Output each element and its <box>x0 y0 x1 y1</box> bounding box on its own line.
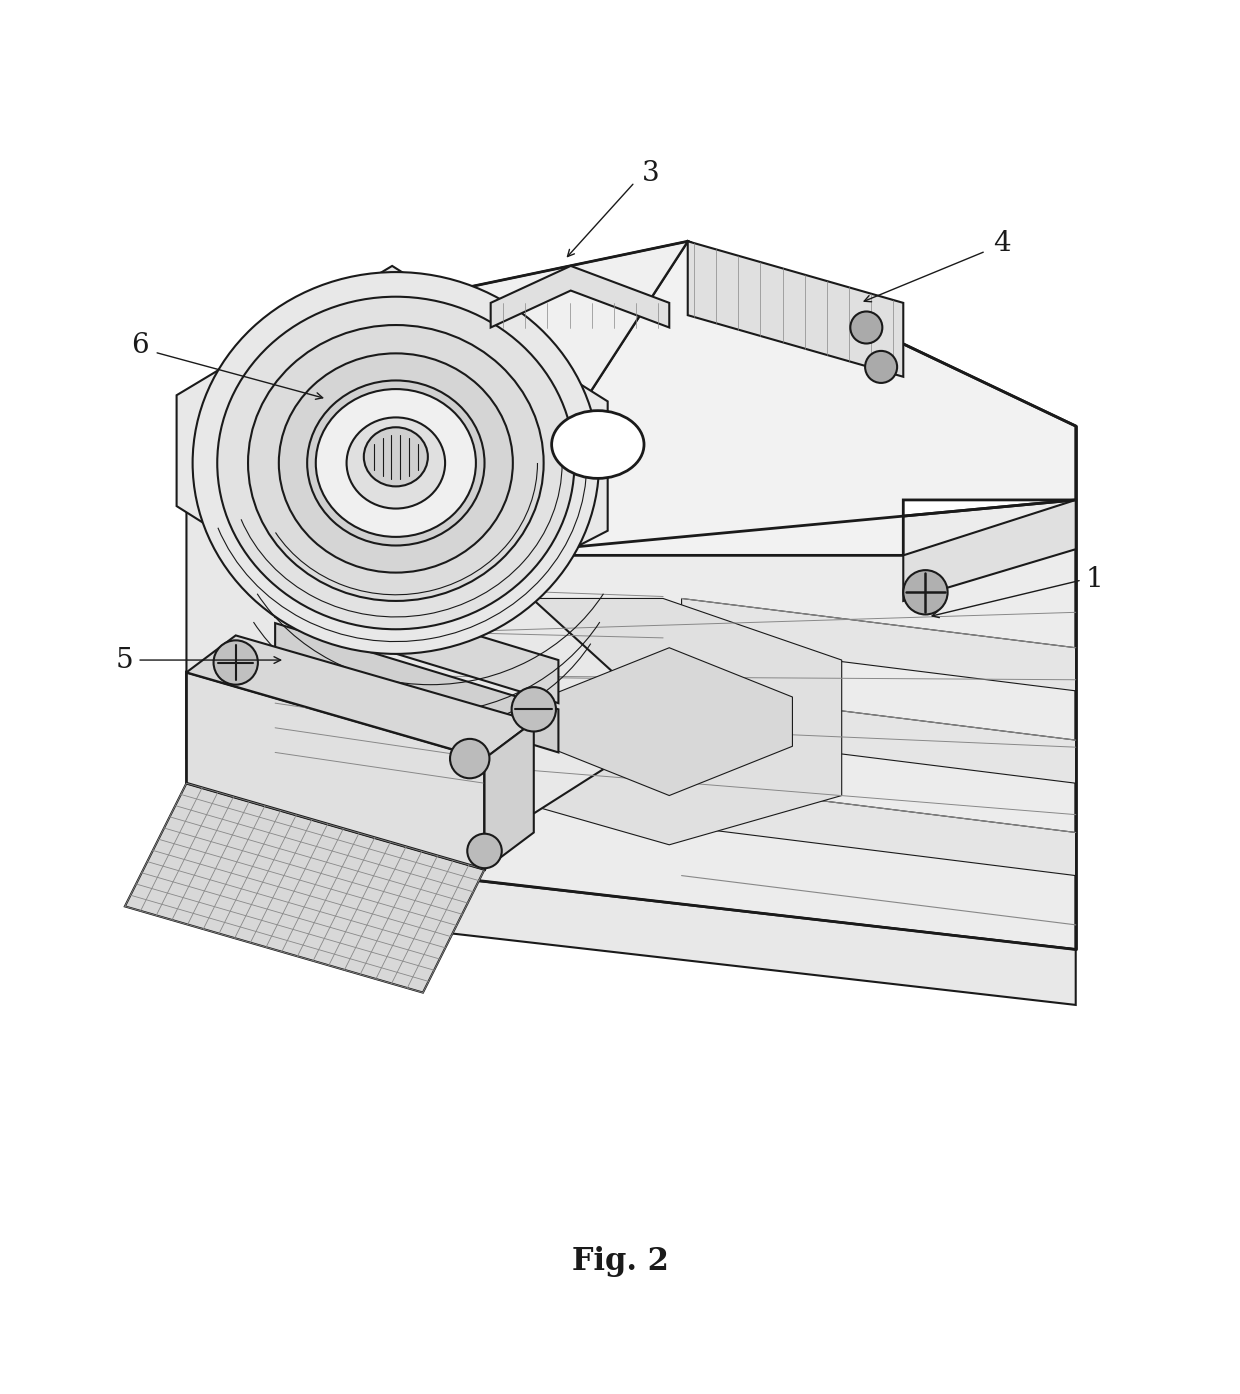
Polygon shape <box>275 623 558 753</box>
Ellipse shape <box>217 297 574 629</box>
Polygon shape <box>186 672 485 870</box>
Polygon shape <box>186 636 533 758</box>
Ellipse shape <box>363 428 428 487</box>
Polygon shape <box>682 783 1076 875</box>
Polygon shape <box>186 475 620 845</box>
Polygon shape <box>176 266 608 641</box>
Circle shape <box>512 687 556 732</box>
Text: 3: 3 <box>642 160 660 187</box>
Circle shape <box>903 570 947 615</box>
Ellipse shape <box>316 389 476 537</box>
Polygon shape <box>546 648 792 796</box>
Polygon shape <box>269 475 1076 949</box>
Ellipse shape <box>552 411 644 478</box>
Polygon shape <box>485 722 533 870</box>
Polygon shape <box>269 857 1076 1005</box>
Circle shape <box>450 739 490 778</box>
Circle shape <box>851 311 883 343</box>
Polygon shape <box>125 783 485 993</box>
Polygon shape <box>485 598 842 845</box>
Text: 6: 6 <box>131 333 149 360</box>
Ellipse shape <box>308 381 485 545</box>
Polygon shape <box>275 574 558 703</box>
Text: 1: 1 <box>1085 566 1104 594</box>
Polygon shape <box>682 691 1076 783</box>
Polygon shape <box>688 241 903 376</box>
Polygon shape <box>485 241 1076 555</box>
Circle shape <box>213 640 258 684</box>
Ellipse shape <box>248 325 543 601</box>
Ellipse shape <box>192 272 599 654</box>
Ellipse shape <box>279 353 513 573</box>
Polygon shape <box>903 500 1076 601</box>
Polygon shape <box>275 241 688 555</box>
Circle shape <box>467 834 502 868</box>
Circle shape <box>866 351 897 383</box>
Polygon shape <box>682 598 1076 691</box>
Polygon shape <box>491 266 670 328</box>
Text: 4: 4 <box>993 230 1011 258</box>
Ellipse shape <box>346 417 445 509</box>
Text: 5: 5 <box>117 647 134 673</box>
Text: Fig. 2: Fig. 2 <box>572 1246 668 1277</box>
